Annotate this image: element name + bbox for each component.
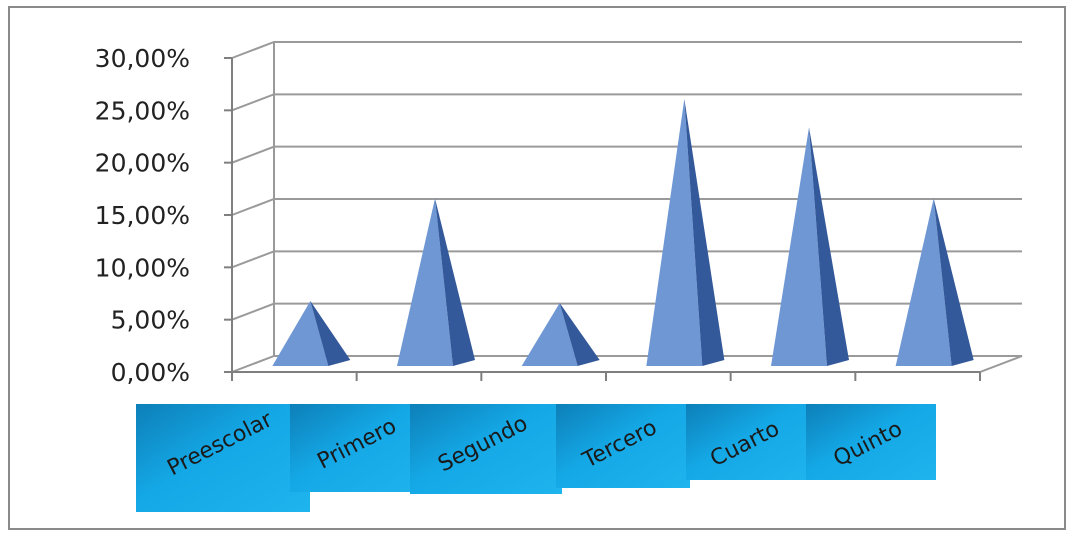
bar-face-front (521, 303, 578, 366)
y-tick-label: 0,00% (111, 358, 190, 387)
bar (895, 198, 974, 366)
bar-face-front (646, 98, 703, 367)
bar (397, 198, 475, 366)
bar (272, 300, 351, 366)
bar-face-front (771, 127, 827, 366)
gridline (231, 250, 1022, 269)
category-box (136, 404, 310, 512)
y-tick-label: 25,00% (95, 96, 190, 125)
bar-face-side (933, 198, 974, 366)
bar-face-front (895, 198, 952, 366)
gridlines (231, 41, 1022, 321)
bar-face-front (272, 300, 329, 366)
bar-face-side (809, 127, 849, 366)
y-tick-label: 10,00% (95, 253, 190, 282)
y-tick-label: 20,00% (95, 149, 190, 178)
category-box (806, 404, 936, 480)
bar-face-side (310, 300, 351, 366)
category-box (686, 404, 810, 480)
bar (521, 303, 600, 366)
category-label-boxes: Preescolar Primero Segundo Tercero Cuarto Qui… (136, 404, 936, 512)
category-box (556, 404, 690, 488)
gridline (231, 93, 1022, 112)
bar-face-side (435, 198, 475, 366)
category-box (410, 404, 562, 494)
gridline (231, 41, 1022, 59)
gridline (231, 145, 1022, 164)
bar-face-side (684, 98, 725, 367)
category-box (290, 404, 430, 492)
y-tick-label: 30,00% (95, 44, 190, 73)
bars (272, 98, 974, 367)
bar-face-front (397, 198, 453, 366)
gridline (231, 198, 1022, 216)
y-tick-label: 15,00% (95, 201, 190, 230)
bar-face-side (559, 303, 600, 366)
bar (646, 98, 725, 367)
y-tick-labels: 0,00% 5,00% 10,00% 15,00% 20,00% 25,00% 30,00% (95, 44, 190, 387)
bar (771, 127, 849, 366)
gridline (231, 302, 1022, 321)
y-tick-label: 5,00% (111, 306, 190, 335)
axes (224, 42, 1023, 381)
